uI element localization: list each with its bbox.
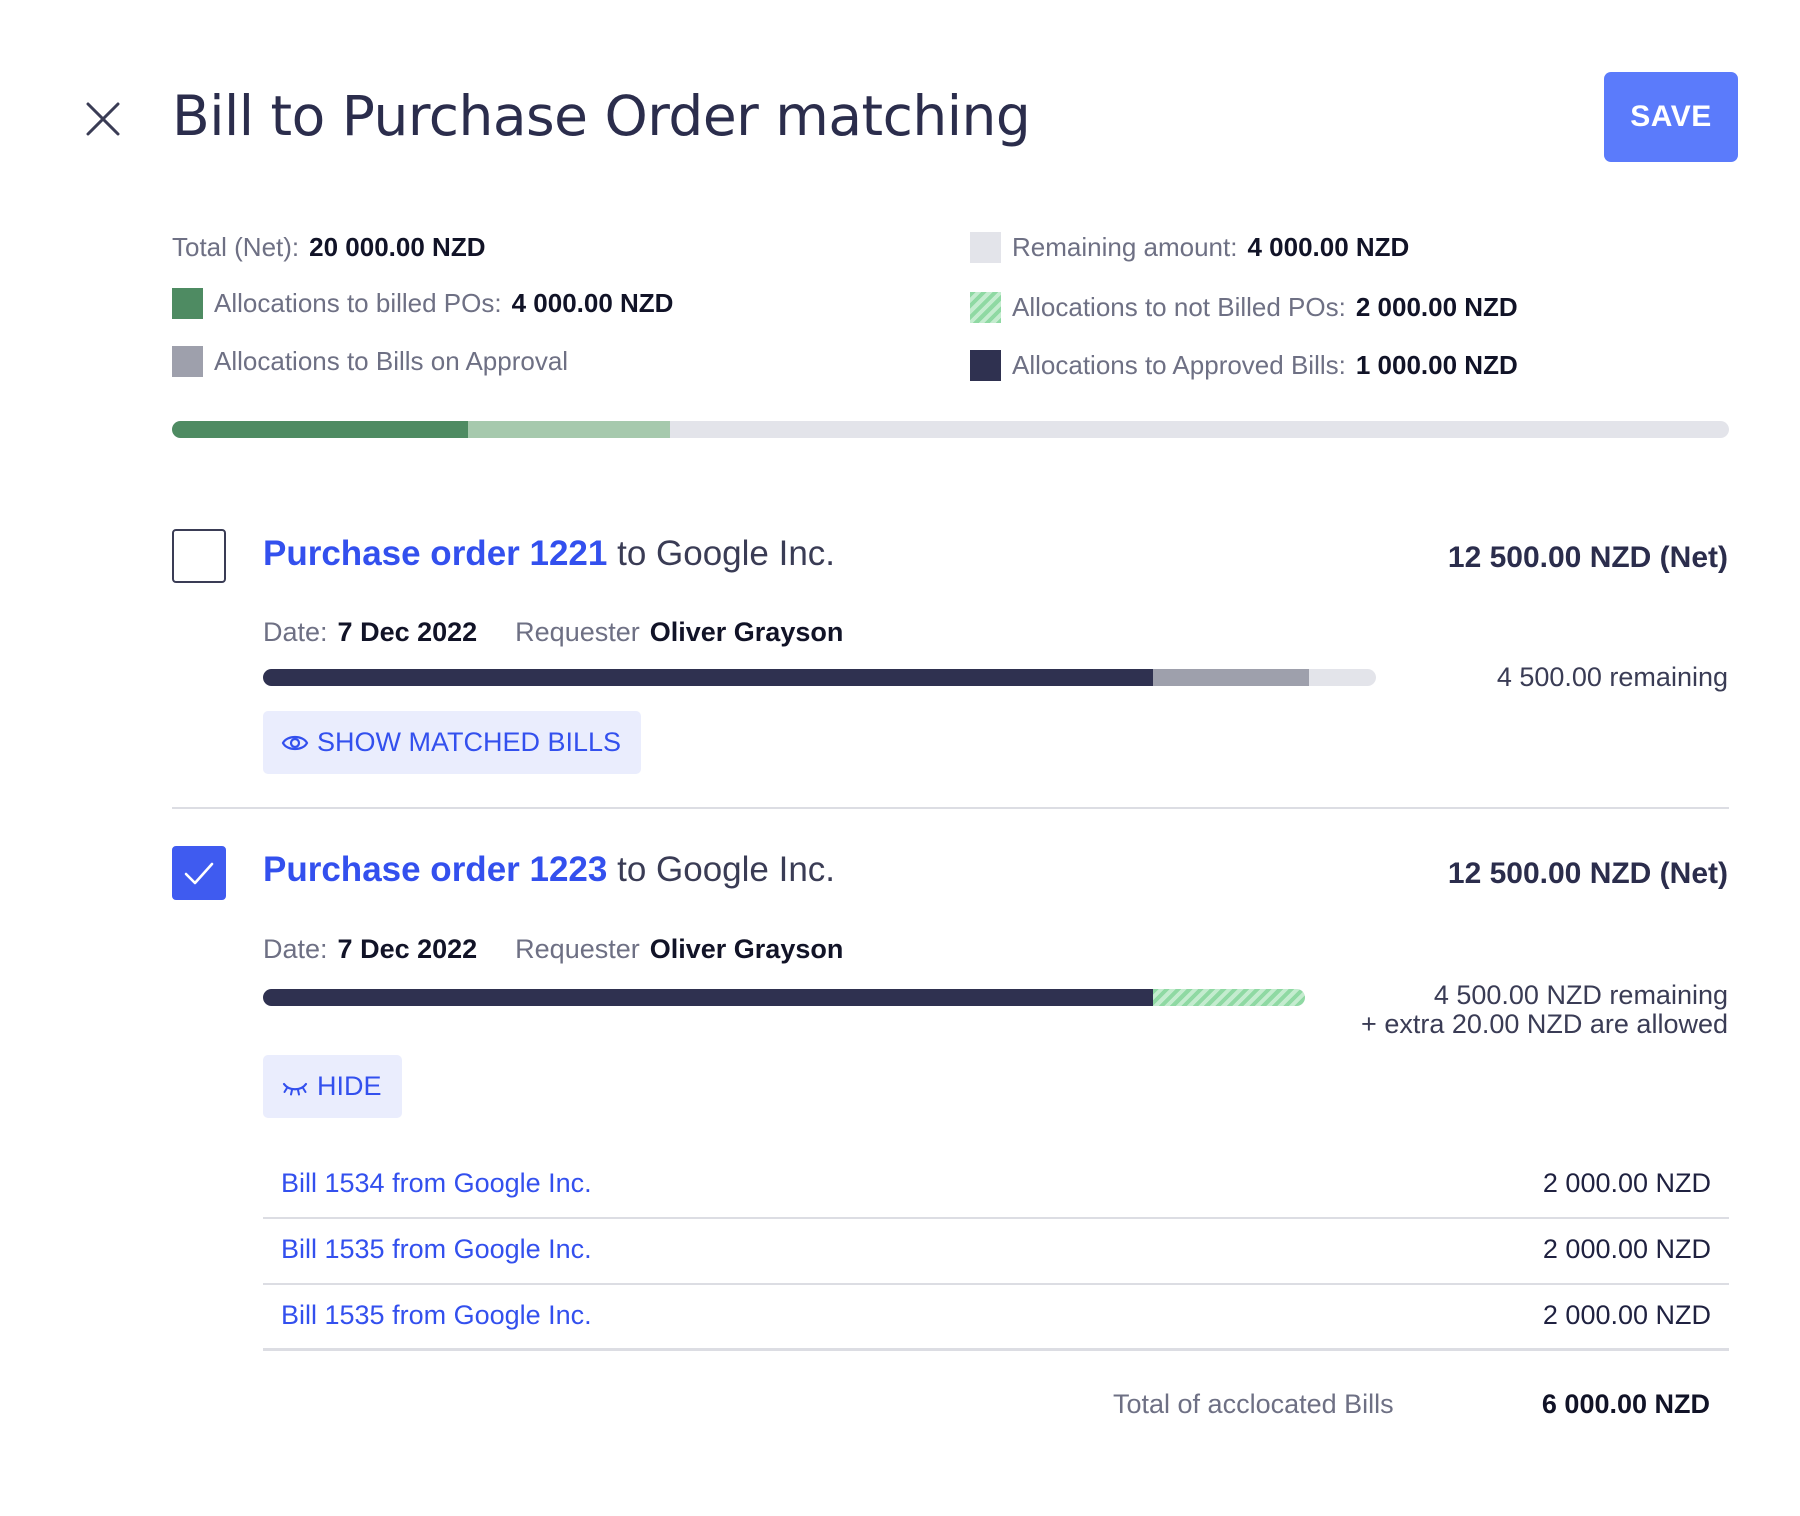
po-1223-not-billed-segment xyxy=(1152,989,1305,1006)
eye-closed-icon xyxy=(282,1082,308,1095)
remaining-swatch xyxy=(970,232,1001,263)
remaining-amount-value: 4 000.00 NZD xyxy=(1247,232,1410,262)
bills-total-label: Total of acclocated Bills xyxy=(1113,1389,1394,1419)
po-1221-vendor: to Google Inc. xyxy=(607,534,836,573)
page-title: Bill to Purchase Order matching xyxy=(172,84,1031,148)
billed-swatch xyxy=(172,288,203,319)
show-matched-bills-label: SHOW MATCHED BILLS xyxy=(317,727,622,757)
progress-billed-segment xyxy=(172,421,468,438)
date-value: 7 Dec 2022 xyxy=(337,934,478,964)
approval-swatch xyxy=(172,346,203,377)
po-1221-approved-segment xyxy=(263,669,1154,686)
bill-amount: 2 000.00 NZD xyxy=(1542,1234,1711,1264)
bill-row: Bill 1535 from Google Inc. 2 000.00 NZD xyxy=(263,1285,1729,1351)
po-1223-remaining-text: 4 500.00 NZD remaining xyxy=(1433,980,1728,1010)
show-matched-bills-button[interactable]: SHOW MATCHED BILLS xyxy=(263,711,642,774)
po-1221-meta: Date: 7 Dec 2022 Requester Oliver Grayso… xyxy=(263,617,843,648)
po-1223-approved-segment xyxy=(263,989,1153,1006)
checkmark-icon xyxy=(184,862,214,885)
progress-not-billed-segment xyxy=(467,421,671,438)
hide-label: HIDE xyxy=(317,1071,382,1101)
approved-bills-value: 1 000.00 NZD xyxy=(1355,350,1518,380)
requester-label: Requester xyxy=(515,617,640,647)
po-1223-extra-text: + extra 20.00 NZD are allowed xyxy=(1361,1009,1728,1039)
po-1223-remaining: 4 500.00 NZD remaining + extra 20.00 NZD… xyxy=(1361,981,1728,1039)
po-1221-approval-segment xyxy=(1153,669,1310,686)
requester-value: Oliver Grayson xyxy=(649,617,844,647)
eye-icon xyxy=(281,735,309,750)
requester-label: Requester xyxy=(515,934,640,964)
bill-amount: 2 000.00 NZD xyxy=(1542,1168,1711,1198)
bill-amount: 2 000.00 NZD xyxy=(1542,1300,1711,1330)
allocations-billed-pos: Allocations to billed POs: 4 000.00 NZD xyxy=(172,288,673,319)
bill-link[interactable]: Bill 1535 from Google Inc. xyxy=(281,1300,592,1330)
po-1223-progress-bar xyxy=(263,989,1305,1006)
close-icon xyxy=(86,102,120,136)
total-net-value: 20 000.00 NZD xyxy=(309,232,486,262)
po-1221-link[interactable]: Purchase order 1221 xyxy=(263,534,608,573)
allocations-approved-bills: Allocations to Approved Bills: 1 000.00 … xyxy=(970,350,1518,381)
allocation-progress-bar xyxy=(172,421,1729,438)
approved-bills-label: Allocations to Approved Bills: xyxy=(1012,350,1346,380)
total-net-label: Total (Net): xyxy=(172,232,300,262)
date-value: 7 Dec 2022 xyxy=(337,617,478,647)
not-billed-pos-label: Allocations to not Billed POs: xyxy=(1012,292,1346,322)
hide-bills-button[interactable]: HIDE xyxy=(263,1055,402,1118)
approved-swatch xyxy=(970,350,1001,381)
save-button[interactable]: SAVE xyxy=(1604,72,1738,162)
bills-on-approval-label: Allocations to Bills on Approval xyxy=(214,346,569,376)
remaining-amount-label: Remaining amount: xyxy=(1012,232,1238,262)
po-1221-progress-bar xyxy=(263,669,1376,686)
po-1221-checkbox[interactable] xyxy=(172,529,226,583)
bill-link[interactable]: Bill 1535 from Google Inc. xyxy=(281,1234,592,1264)
bills-total-value: 6 000.00 NZD xyxy=(1541,1389,1710,1419)
po-divider xyxy=(172,807,1729,809)
po-1223-link[interactable]: Purchase order 1223 xyxy=(263,850,608,889)
po-1221-title: Purchase order 1221 to Google Inc. xyxy=(263,534,835,574)
po-1221-amount: 12 500.00 NZD (Net) xyxy=(1447,541,1728,574)
remaining-amount: Remaining amount: 4 000.00 NZD xyxy=(970,232,1409,263)
po-1223-title: Purchase order 1223 to Google Inc. xyxy=(263,850,835,890)
date-label: Date: xyxy=(263,934,328,964)
not-billed-swatch xyxy=(970,292,1001,323)
not-billed-pos-value: 2 000.00 NZD xyxy=(1355,292,1518,322)
date-label: Date: xyxy=(263,617,328,647)
allocations-not-billed-pos: Allocations to not Billed POs: 2 000.00 … xyxy=(970,292,1518,323)
total-net: Total (Net): 20 000.00 NZD xyxy=(172,232,485,263)
po-1223-checkbox[interactable] xyxy=(172,846,226,900)
bill-link[interactable]: Bill 1534 from Google Inc. xyxy=(281,1168,592,1198)
requester-value: Oliver Grayson xyxy=(649,934,844,964)
po-1221-remaining: 4 500.00 remaining xyxy=(1496,662,1728,692)
allocations-bills-on-approval: Allocations to Bills on Approval xyxy=(172,346,568,377)
billed-pos-value: 4 000.00 NZD xyxy=(511,288,674,318)
billed-pos-label: Allocations to billed POs: xyxy=(214,288,502,318)
po-1223-amount: 12 500.00 NZD (Net) xyxy=(1447,857,1728,890)
po-1223-meta: Date: 7 Dec 2022 Requester Oliver Grayso… xyxy=(263,934,843,965)
bill-row: Bill 1535 from Google Inc. 2 000.00 NZD xyxy=(263,1219,1729,1285)
close-button[interactable] xyxy=(82,98,124,140)
po-1223-vendor: to Google Inc. xyxy=(607,850,836,889)
bill-row: Bill 1534 from Google Inc. 2 000.00 NZD xyxy=(263,1153,1729,1219)
